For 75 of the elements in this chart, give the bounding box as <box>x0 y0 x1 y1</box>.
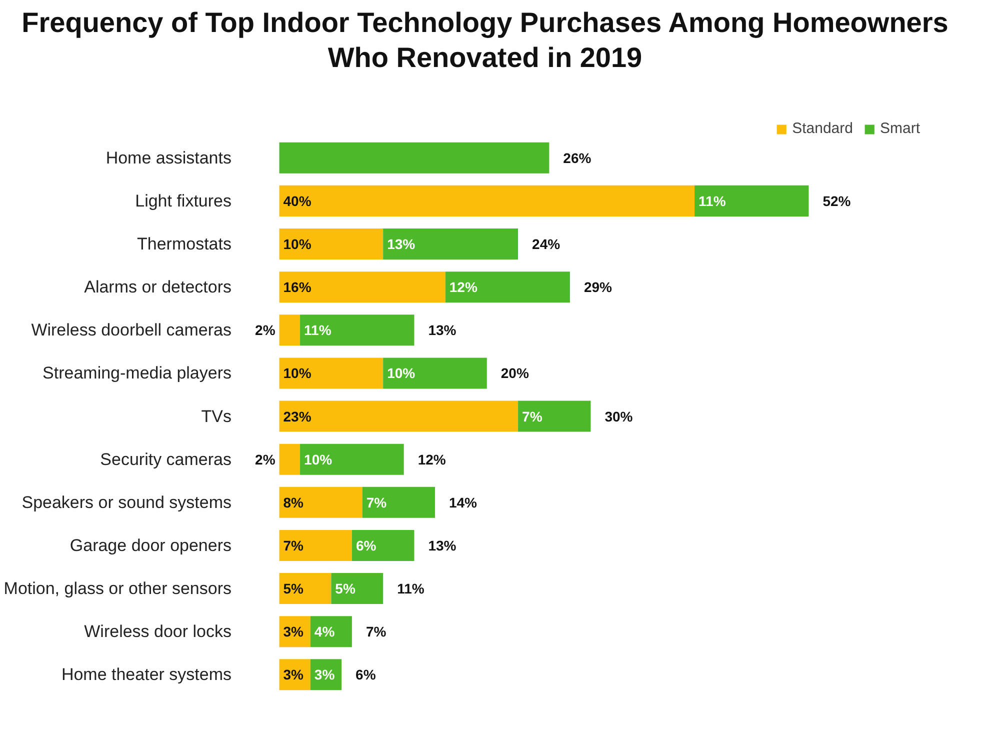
bar <box>279 185 695 216</box>
total-label: 6% <box>356 666 376 683</box>
total-label: 30% <box>604 408 634 424</box>
bar <box>279 573 332 604</box>
data-label: 2% <box>255 451 276 468</box>
y-tick-label: Streaming-media players <box>42 364 232 383</box>
bar <box>279 358 384 389</box>
data-label: 12% <box>449 279 478 296</box>
total-label: 11% <box>397 580 425 597</box>
data-label: 10% <box>387 365 416 382</box>
data-label: 5% <box>283 580 304 597</box>
y-tick-label: Wireless door locks <box>84 622 232 642</box>
data-label: 6% <box>356 537 377 554</box>
y-tick-label: Alarms or detectors <box>84 278 232 297</box>
bar <box>518 400 591 432</box>
legend-label: Standard <box>792 120 853 137</box>
bar <box>279 444 300 475</box>
data-label: 10% <box>283 365 312 382</box>
y-tick-label: Garage door openers <box>70 536 232 555</box>
bar <box>279 272 446 303</box>
data-label: 5% <box>335 580 356 597</box>
bar <box>300 314 414 346</box>
y-tick-label: Home assistants <box>106 148 232 168</box>
data-label: 11% <box>304 322 332 338</box>
bar <box>279 142 550 174</box>
total-label: 20% <box>500 365 530 382</box>
chart-title: Frequency of Top Indoor Technology Purchases Among Homeowners Who Renovated in 2019 <box>20 6 950 75</box>
total-label: 14% <box>448 494 478 510</box>
total-label: 52% <box>822 192 852 209</box>
bar <box>383 228 518 260</box>
bar <box>694 185 809 216</box>
bar <box>279 486 362 518</box>
data-label: 3% <box>314 666 336 683</box>
y-tick-label: Thermostats <box>137 234 232 254</box>
y-tick-label: Speakers or sound systems <box>22 492 232 512</box>
total-label: 13% <box>428 322 457 338</box>
data-label: 2% <box>255 322 276 338</box>
data-label: 4% <box>314 624 336 640</box>
total-label: 29% <box>584 279 613 296</box>
data-label: 8% <box>283 494 304 510</box>
data-label: 3% <box>283 666 304 683</box>
data-label: 13% <box>387 236 416 252</box>
data-label: 7% <box>366 494 388 510</box>
bar <box>279 228 384 260</box>
bar <box>383 358 487 389</box>
y-tick-label: Light fixtures <box>135 191 232 210</box>
bar <box>362 486 435 518</box>
bar <box>279 400 518 432</box>
y-tick-label: TVs <box>201 406 232 426</box>
total-label: 12% <box>418 451 446 468</box>
data-label: 7% <box>283 537 304 554</box>
data-label: 16% <box>283 279 312 296</box>
data-label: 10% <box>283 236 312 252</box>
data-label: 10% <box>304 451 333 468</box>
total-label: 26% <box>563 150 592 166</box>
bar <box>300 444 404 475</box>
data-label: 23% <box>283 408 312 424</box>
data-label: 7% <box>522 408 543 424</box>
total-label: 7% <box>366 624 387 640</box>
bar <box>352 530 414 561</box>
data-label: 40% <box>283 192 312 209</box>
y-tick-label: Wireless doorbell cameras <box>31 320 232 340</box>
y-tick-label: Motion, glass or other sensors <box>4 579 232 598</box>
data-label: 3% <box>283 624 304 640</box>
bar <box>310 616 352 648</box>
bar <box>279 530 352 561</box>
y-tick-label: Home theater systems <box>61 665 232 684</box>
y-tick-label: Security cameras <box>100 450 232 469</box>
data-label: 11% <box>698 192 726 209</box>
total-label: 24% <box>532 236 561 252</box>
legend-label: Smart <box>880 120 920 137</box>
total-label: 13% <box>428 537 457 554</box>
bar <box>445 272 570 303</box>
bar <box>331 573 384 604</box>
bar <box>279 314 300 346</box>
